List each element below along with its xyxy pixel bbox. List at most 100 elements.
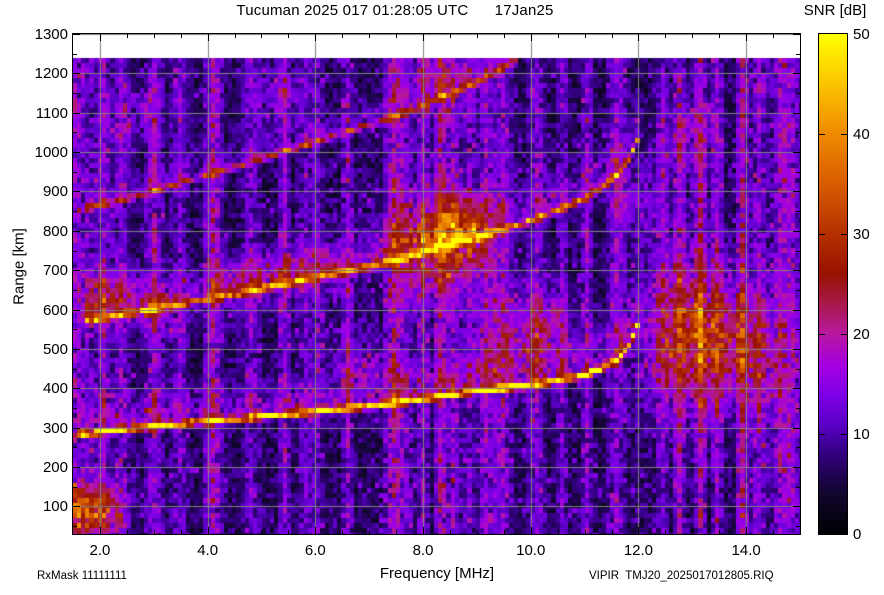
- x-tick-minor-top: [235, 34, 236, 38]
- x-tick-minor: [585, 530, 586, 534]
- colorbar-tick-mark: [819, 134, 825, 135]
- x-tick-label: 4.0: [197, 542, 219, 559]
- y-tick-minor: [73, 408, 77, 409]
- x-tick-minor: [396, 530, 397, 534]
- y-tick-major-right: [793, 506, 800, 507]
- y-tick-major: [73, 34, 80, 35]
- y-tick-minor: [73, 447, 77, 448]
- y-tick-minor: [73, 211, 77, 212]
- rxmask-footer: RxMask 11111111: [37, 570, 127, 582]
- page-title: Tucuman 2025 017 01:28:05 UTC 17Jan25: [236, 2, 554, 19]
- x-tick-major: [100, 527, 101, 534]
- x-tick-minor-top: [369, 34, 370, 38]
- y-tick-minor-right: [796, 526, 800, 527]
- y-tick-label: 1200: [34, 65, 68, 83]
- y-tick-major: [73, 113, 80, 114]
- y-tick-major: [73, 270, 80, 271]
- y-tick-major-right: [793, 388, 800, 389]
- y-tick-minor-right: [796, 369, 800, 370]
- y-tick-label: 800: [42, 222, 68, 240]
- x-tick-major: [315, 527, 316, 534]
- y-tick-minor-right: [796, 211, 800, 212]
- y-tick-major-right: [793, 467, 800, 468]
- colorbar-tick-mark: [819, 334, 825, 335]
- y-tick-minor-right: [796, 290, 800, 291]
- x-tick-label: 6.0: [304, 542, 326, 559]
- y-tick-major-right: [793, 152, 800, 153]
- y-tick-major-right: [793, 191, 800, 192]
- y-tick-major: [73, 467, 80, 468]
- colorbar-tick-mark: [841, 434, 847, 435]
- x-tick-minor: [800, 530, 801, 534]
- x-tick-minor-top: [477, 34, 478, 38]
- y-tick-minor-right: [796, 132, 800, 133]
- y-tick-label: 100: [42, 498, 68, 516]
- y-tick-major-right: [793, 428, 800, 429]
- y-tick-minor-right: [796, 408, 800, 409]
- colorbar-tick-mark: [819, 434, 825, 435]
- y-tick-major-right: [793, 34, 800, 35]
- x-tick-minor-top: [504, 34, 505, 38]
- colorbar-tick-label: 30: [853, 226, 870, 243]
- x-tick-minor: [612, 530, 613, 534]
- x-tick-minor-top: [181, 34, 182, 38]
- x-tick-minor: [127, 530, 128, 534]
- x-tick-major: [531, 527, 532, 534]
- y-tick-label: 1000: [34, 144, 68, 162]
- y-axis-tick-labels: 100 200 300 400 500 600 700 800 900 1000 1100 1200 1…: [0, 0, 68, 595]
- y-tick-major: [73, 152, 80, 153]
- ionogram-plot-area[interactable]: [72, 33, 801, 535]
- x-tick-label: 10.0: [516, 542, 546, 559]
- x-tick-minor-top: [692, 34, 693, 38]
- y-tick-label: 200: [42, 459, 68, 477]
- source-file-footer: VIPIR TMJ20_2025017012805.RIQ: [589, 570, 774, 582]
- x-tick-label: 12.0: [623, 542, 654, 559]
- y-tick-minor-right: [796, 172, 800, 173]
- x-tick-minor: [288, 530, 289, 534]
- x-tick-label: 2.0: [89, 542, 111, 559]
- y-tick-minor-right: [796, 487, 800, 488]
- y-tick-label: 1300: [34, 26, 68, 43]
- colorbar-tick-label: 50: [853, 26, 870, 43]
- y-tick-minor-right: [796, 251, 800, 252]
- colorbar-tick-mark: [841, 234, 847, 235]
- x-tick-minor-top: [396, 34, 397, 38]
- x-tick-major-top: [100, 34, 101, 41]
- ionogram-heatmap: [73, 34, 800, 534]
- y-tick-minor: [73, 93, 77, 94]
- x-tick-minor-top: [342, 34, 343, 38]
- x-tick-minor: [450, 530, 451, 534]
- y-tick-minor: [73, 251, 77, 252]
- y-tick-minor-right: [796, 93, 800, 94]
- colorbar-tick-mark: [841, 134, 847, 135]
- x-tick-minor-top: [719, 34, 720, 38]
- y-tick-minor: [73, 132, 77, 133]
- y-tick-minor: [73, 526, 77, 527]
- x-tick-minor-top: [773, 34, 774, 38]
- x-tick-major: [423, 527, 424, 534]
- x-tick-minor-top: [154, 34, 155, 38]
- y-tick-label: 300: [42, 419, 68, 437]
- y-tick-label: 1100: [35, 104, 68, 122]
- y-tick-major-right: [793, 310, 800, 311]
- x-tick-minor: [504, 530, 505, 534]
- colorbar-tick-label: 0: [853, 526, 862, 543]
- colorbar-tick-mark: [841, 334, 847, 335]
- colorbar-tick-label: 10: [853, 426, 870, 443]
- y-tick-label: 600: [42, 301, 68, 319]
- y-tick-minor-right: [796, 329, 800, 330]
- y-tick-label: 700: [42, 262, 68, 280]
- x-tick-major: [746, 527, 747, 534]
- y-tick-major: [73, 191, 80, 192]
- x-tick-minor-top: [585, 34, 586, 38]
- colorbar-tick-mark: [819, 234, 825, 235]
- x-axis-tick-labels: 2.0 4.0 6.0 8.0 10.0 12.0 14.0: [0, 540, 884, 562]
- x-tick-major-top: [746, 34, 747, 41]
- snr-colorbar[interactable]: [818, 33, 848, 535]
- y-tick-label: 500: [42, 340, 68, 358]
- x-tick-minor-top: [800, 34, 801, 38]
- y-tick-minor: [73, 329, 77, 330]
- x-tick-minor: [369, 530, 370, 534]
- y-tick-major-right: [793, 113, 800, 114]
- y-tick-major-right: [793, 73, 800, 74]
